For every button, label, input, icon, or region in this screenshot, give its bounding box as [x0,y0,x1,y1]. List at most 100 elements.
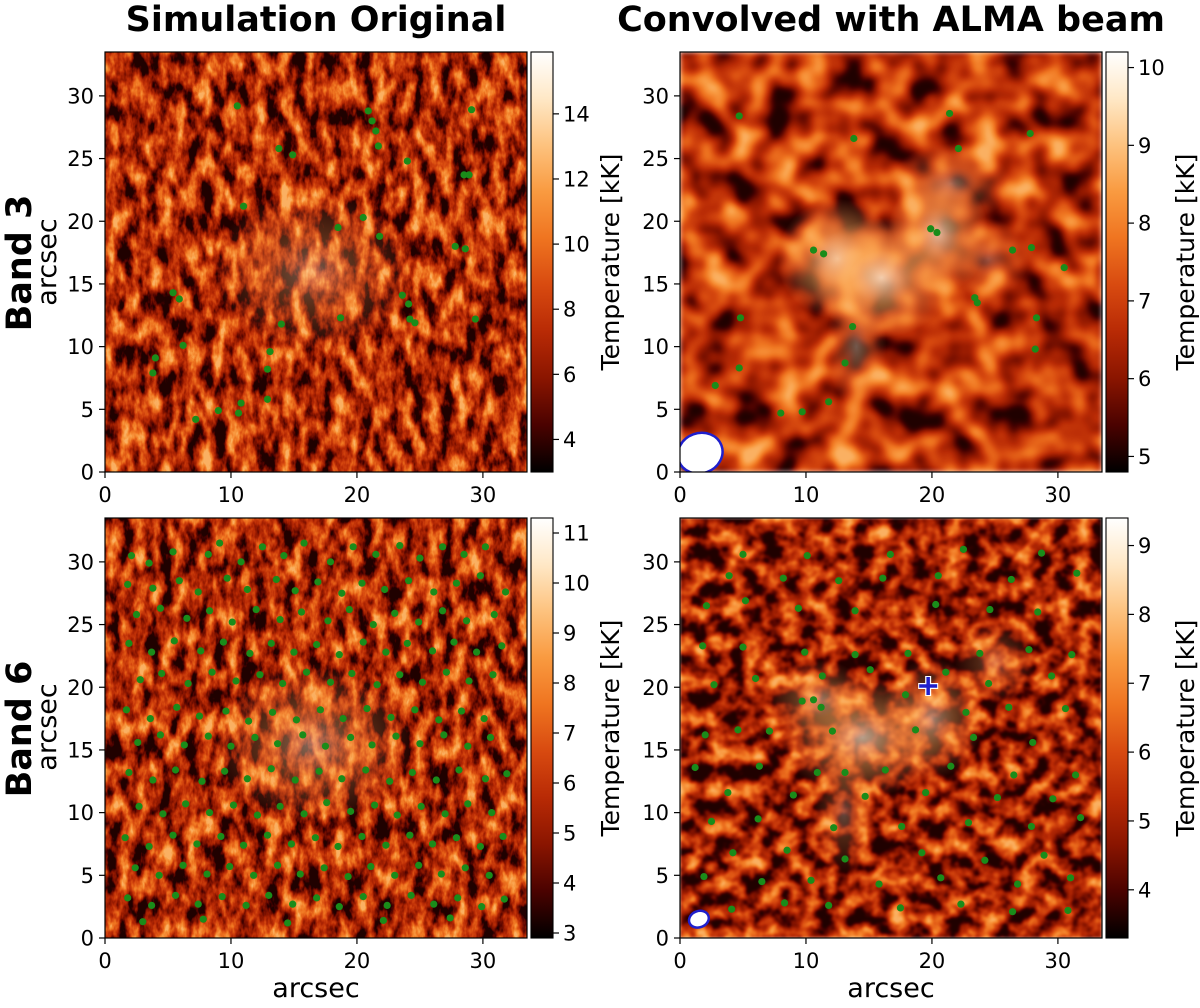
data-point [700,872,708,881]
data-point [724,788,732,797]
y-tick-label: 5 [81,864,94,888]
data-point [734,726,742,734]
data-point [173,703,181,711]
data-point [180,741,188,749]
data-point [359,213,367,222]
beam-ellipse [680,431,724,472]
x-tick-label: 30 [470,483,497,507]
x-axis-label-left: arcsec [272,973,359,1004]
data-point [841,359,849,367]
data-point [710,681,718,689]
data-point [237,558,245,566]
data-point [290,648,298,656]
colorbar-tick-label: 6 [1138,741,1151,765]
data-point [754,815,762,823]
data-point [121,834,129,842]
data-point [435,716,443,724]
data-point [338,589,346,597]
hot-region [212,663,414,824]
x-tick-label: 30 [470,949,497,973]
data-point [229,801,238,809]
data-point [184,679,192,688]
data-point [411,319,419,327]
data-point [1008,908,1017,916]
data-point [233,102,241,110]
data-point [471,315,479,323]
colorbar [1105,51,1129,473]
data-point [1034,608,1042,616]
y-tick-label: 20 [642,210,669,234]
y-tick-label: 10 [67,335,94,359]
x-tick-label: 10 [218,949,245,973]
colorbar-tick-label: 11 [563,522,590,546]
data-point [194,900,202,908]
colorbar-tick-label: 9 [563,622,576,646]
data-point [460,550,468,558]
data-point [382,841,390,849]
column-title-original: Simulation Original [126,0,507,40]
colorbar-tick-label: 5 [563,822,576,846]
data-point [273,740,282,748]
data-point [1040,851,1048,859]
data-point [369,620,377,629]
data-point [263,365,272,373]
data-point [922,788,930,797]
colorbar-tick-label: 10 [563,572,590,596]
data-point [473,648,481,656]
data-point [135,802,143,810]
data-point [237,399,245,407]
data-point [316,706,325,714]
x-tick-label: 20 [344,483,371,507]
data-point [179,861,187,869]
data-point [896,904,905,912]
colorbar-tick-label: 6 [563,772,576,796]
x-tick-label: 20 [919,483,946,507]
data-point [364,107,372,115]
x-tick-label: 10 [218,483,245,507]
data-point [252,605,260,614]
data-point [313,894,321,902]
data-point [324,617,332,625]
data-point [396,671,404,679]
data-point [481,775,490,783]
data-point [879,574,887,582]
data-point [321,742,330,750]
data-point [875,880,883,888]
data-point [1049,795,1057,803]
data-point [296,870,304,878]
data-point [358,579,366,587]
y-tick-label: 0 [81,927,94,951]
data-point [798,697,806,705]
data-point [134,738,142,747]
data-point [214,406,222,415]
data-point [904,649,912,658]
data-point [945,109,954,118]
data-point [359,638,367,646]
data-point [374,142,382,150]
data-point [848,322,857,331]
x-tick-label: 20 [344,949,371,973]
data-point [918,849,926,857]
data-point [136,676,144,684]
data-point [284,919,292,927]
data-point [347,807,355,815]
data-point [947,762,955,770]
data-point [223,574,231,582]
data-point [227,742,235,750]
data-point [398,291,406,299]
data-point [251,733,259,742]
colorbar-label: Temperature [kK] [1171,620,1200,838]
data-point [403,157,411,165]
data-point [818,672,826,680]
data-point [499,832,507,841]
data-point [408,768,416,777]
data-point [131,864,139,872]
data-point [1008,246,1017,254]
data-point [182,800,190,808]
colorbar-tick-label: 8 [1138,603,1151,627]
data-point [1037,549,1046,557]
colorbar-tick-label: 9 [1138,534,1151,558]
y-tick-label: 25 [67,613,94,637]
data-point [451,242,459,250]
data-point [735,364,743,372]
